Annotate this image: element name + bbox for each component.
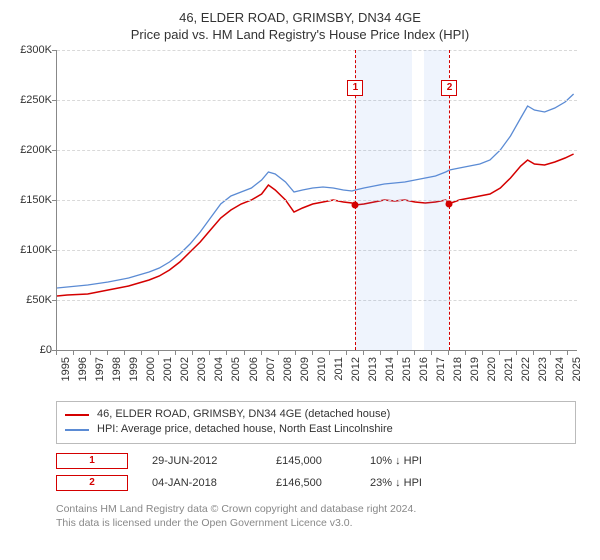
x-tick-label: 2000 [145,357,157,381]
legend-row: HPI: Average price, detached house, Nort… [65,422,567,437]
y-tick-label: £250K [20,94,52,106]
x-tick-label: 2001 [162,357,174,381]
event-dot [352,202,359,209]
x-tick-label: 2015 [401,357,413,381]
x-tick-label: 2007 [265,357,277,381]
event-date-2: 04-JAN-2018 [152,477,252,489]
event-marker-1: 1 [56,453,128,469]
x-tick-label: 2011 [333,357,345,381]
event-price-1: £145,000 [276,455,346,467]
y-axis: £0£50K£100K£150K£200K£250K£300K [10,50,56,350]
x-tick-label: 2005 [230,357,242,381]
x-tick-label: 2024 [554,357,566,381]
x-tick-label: 2019 [469,357,481,381]
event-marker-label: 1 [347,80,363,96]
x-tick-label: 2006 [248,357,260,381]
x-tick-label: 2018 [452,357,464,381]
footer-line-1: Contains HM Land Registry data © Crown c… [56,502,576,516]
event-row: 2 04-JAN-2018 £146,500 23% ↓ HPI [56,472,576,494]
event-diff-1: 10% ↓ HPI [370,455,460,467]
event-diff-2: 23% ↓ HPI [370,477,460,489]
event-marker-label: 2 [441,80,457,96]
legend-swatch-2 [65,429,89,431]
chart-subtitle: Price paid vs. HM Land Registry's House … [10,27,590,42]
y-tick-label: £100K [20,244,52,256]
y-tick-label: £150K [20,194,52,206]
legend-swatch-1 [65,414,89,416]
legend: 46, ELDER ROAD, GRIMSBY, DN34 4GE (detac… [56,401,576,444]
x-tick-label: 2025 [571,357,583,381]
event-date-1: 29-JUN-2012 [152,455,252,467]
x-tick-label: 2002 [179,357,191,381]
x-tick-label: 2013 [367,357,379,381]
y-tick-label: £200K [20,144,52,156]
x-tick-label: 1997 [94,357,106,381]
x-tick-label: 2012 [350,357,362,381]
x-tick-label: 2009 [299,357,311,381]
plot-row: £0£50K£100K£150K£200K£250K£300K 12 [10,50,590,351]
event-price-2: £146,500 [276,477,346,489]
x-tick-label: 2021 [503,357,515,381]
chart-title: 46, ELDER ROAD, GRIMSBY, DN34 4GE [10,10,590,25]
footer: Contains HM Land Registry data © Crown c… [56,502,576,530]
x-tick-label: 1999 [128,357,140,381]
x-tick-label: 2004 [213,357,225,381]
legend-label-2: HPI: Average price, detached house, Nort… [97,422,393,437]
series-price_paid [57,154,574,296]
x-tick-label: 1995 [60,357,72,381]
x-tick-label: 1998 [111,357,123,381]
chart-container: 46, ELDER ROAD, GRIMSBY, DN34 4GE Price … [0,0,600,538]
x-tick-label: 2016 [418,357,430,381]
event-marker-2: 2 [56,475,128,491]
x-axis: 1995 1996 1997 1998 1999 2000 2001 2002 2003 2004… [56,351,576,393]
shaded-range [355,50,411,350]
x-tick-label: 2020 [486,357,498,381]
event-dot [446,200,453,207]
footer-line-2: This data is licensed under the Open Gov… [56,516,576,530]
event-row: 1 29-JUN-2012 £145,000 10% ↓ HPI [56,450,576,472]
x-tick-label: 2017 [435,357,447,381]
y-tick-label: £0 [40,344,52,356]
x-tick-label: 2023 [537,357,549,381]
x-tick-label: 1996 [77,357,89,381]
y-tick-label: £300K [20,44,52,56]
legend-row: 46, ELDER ROAD, GRIMSBY, DN34 4GE (detac… [65,407,567,422]
x-tick-label: 2022 [520,357,532,381]
x-tick-label: 2010 [316,357,328,381]
plot-area: 12 [56,50,577,351]
x-tick-label: 2003 [196,357,208,381]
legend-label-1: 46, ELDER ROAD, GRIMSBY, DN34 4GE (detac… [97,407,390,422]
events-table: 1 29-JUN-2012 £145,000 10% ↓ HPI 2 04-JA… [56,450,576,494]
y-tick-label: £50K [26,294,52,306]
x-tick-label: 2014 [384,357,396,381]
x-tick-label: 2008 [282,357,294,381]
